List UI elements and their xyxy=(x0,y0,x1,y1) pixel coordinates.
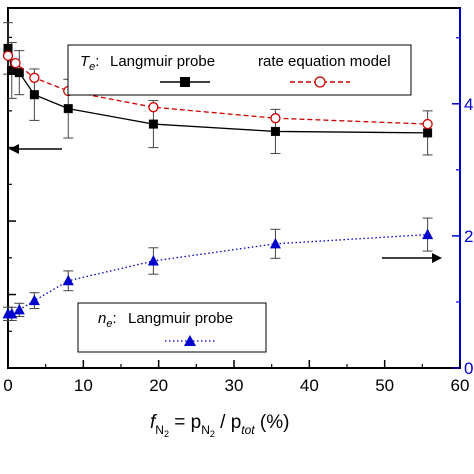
x-tick-label: 30 xyxy=(225,376,244,395)
legend-te-sub: e xyxy=(89,61,95,73)
data-point xyxy=(269,237,281,249)
x-tick-label: 40 xyxy=(300,376,319,395)
right-tick-label: 4 xyxy=(464,95,473,114)
legend-ne-langmuir-marker xyxy=(184,335,196,346)
legend-te-langmuir-marker xyxy=(180,77,190,87)
data-point xyxy=(6,307,18,319)
legend-te-model-marker xyxy=(314,76,326,88)
right-axis-ticks: 4 2 0 xyxy=(452,37,473,378)
x-axis-label: fN2 = pN2 / ptot (%) xyxy=(150,412,289,439)
right-tick-label: 2 xyxy=(464,227,473,246)
legend-te-symbol: T xyxy=(80,53,91,70)
data-point xyxy=(2,50,14,61)
x-tick-label: 0 xyxy=(3,376,12,395)
series-2 xyxy=(2,217,434,321)
arrow-right-axis xyxy=(382,253,442,263)
data-point xyxy=(423,128,433,138)
legend-ne: ne: Langmuir probe xyxy=(77,302,267,353)
data-point xyxy=(3,43,13,53)
data-point xyxy=(28,294,40,306)
legend-ne-sub: e xyxy=(106,318,112,330)
data-point xyxy=(7,65,17,75)
data-point xyxy=(148,119,158,129)
data-point xyxy=(422,228,434,240)
svg-text:Te:: Te: xyxy=(80,53,99,73)
x-tick-label: 60 xyxy=(451,376,470,395)
legend-te-colon: : xyxy=(95,53,99,70)
data-point xyxy=(29,90,39,100)
data-point xyxy=(29,72,40,83)
legend-te-entry-langmuir: Langmuir probe xyxy=(110,53,215,70)
data-point xyxy=(270,113,281,124)
x-axis-ticks: 0 10 20 30 40 50 60 xyxy=(3,360,469,395)
x-tick-label: 50 xyxy=(375,376,394,395)
data-point xyxy=(270,126,280,136)
series-0 xyxy=(3,22,433,156)
legend-te-entry-model: rate equation model xyxy=(258,53,391,70)
data-point xyxy=(62,274,74,286)
series-line xyxy=(8,233,428,315)
x-tick-label: 10 xyxy=(74,376,93,395)
svg-text:ne:: ne: xyxy=(98,310,117,330)
data-point xyxy=(148,102,159,113)
right-tick-label: 0 xyxy=(464,359,473,378)
arrow-left-axis xyxy=(9,144,62,154)
data-point xyxy=(14,68,24,78)
legend-ne-colon: : xyxy=(112,310,116,327)
data-point xyxy=(422,118,433,130)
data-point xyxy=(10,57,21,69)
legend-ne-entry-langmuir: Langmuir probe xyxy=(128,310,233,327)
data-point xyxy=(13,303,25,315)
data-point xyxy=(147,254,159,266)
data-point xyxy=(63,104,73,114)
legend-te: Te: Langmuir probe rate equation model xyxy=(67,44,412,96)
legend-ne-symbol: n xyxy=(98,310,106,327)
x-tick-label: 20 xyxy=(149,376,168,395)
series-layer xyxy=(2,22,434,321)
